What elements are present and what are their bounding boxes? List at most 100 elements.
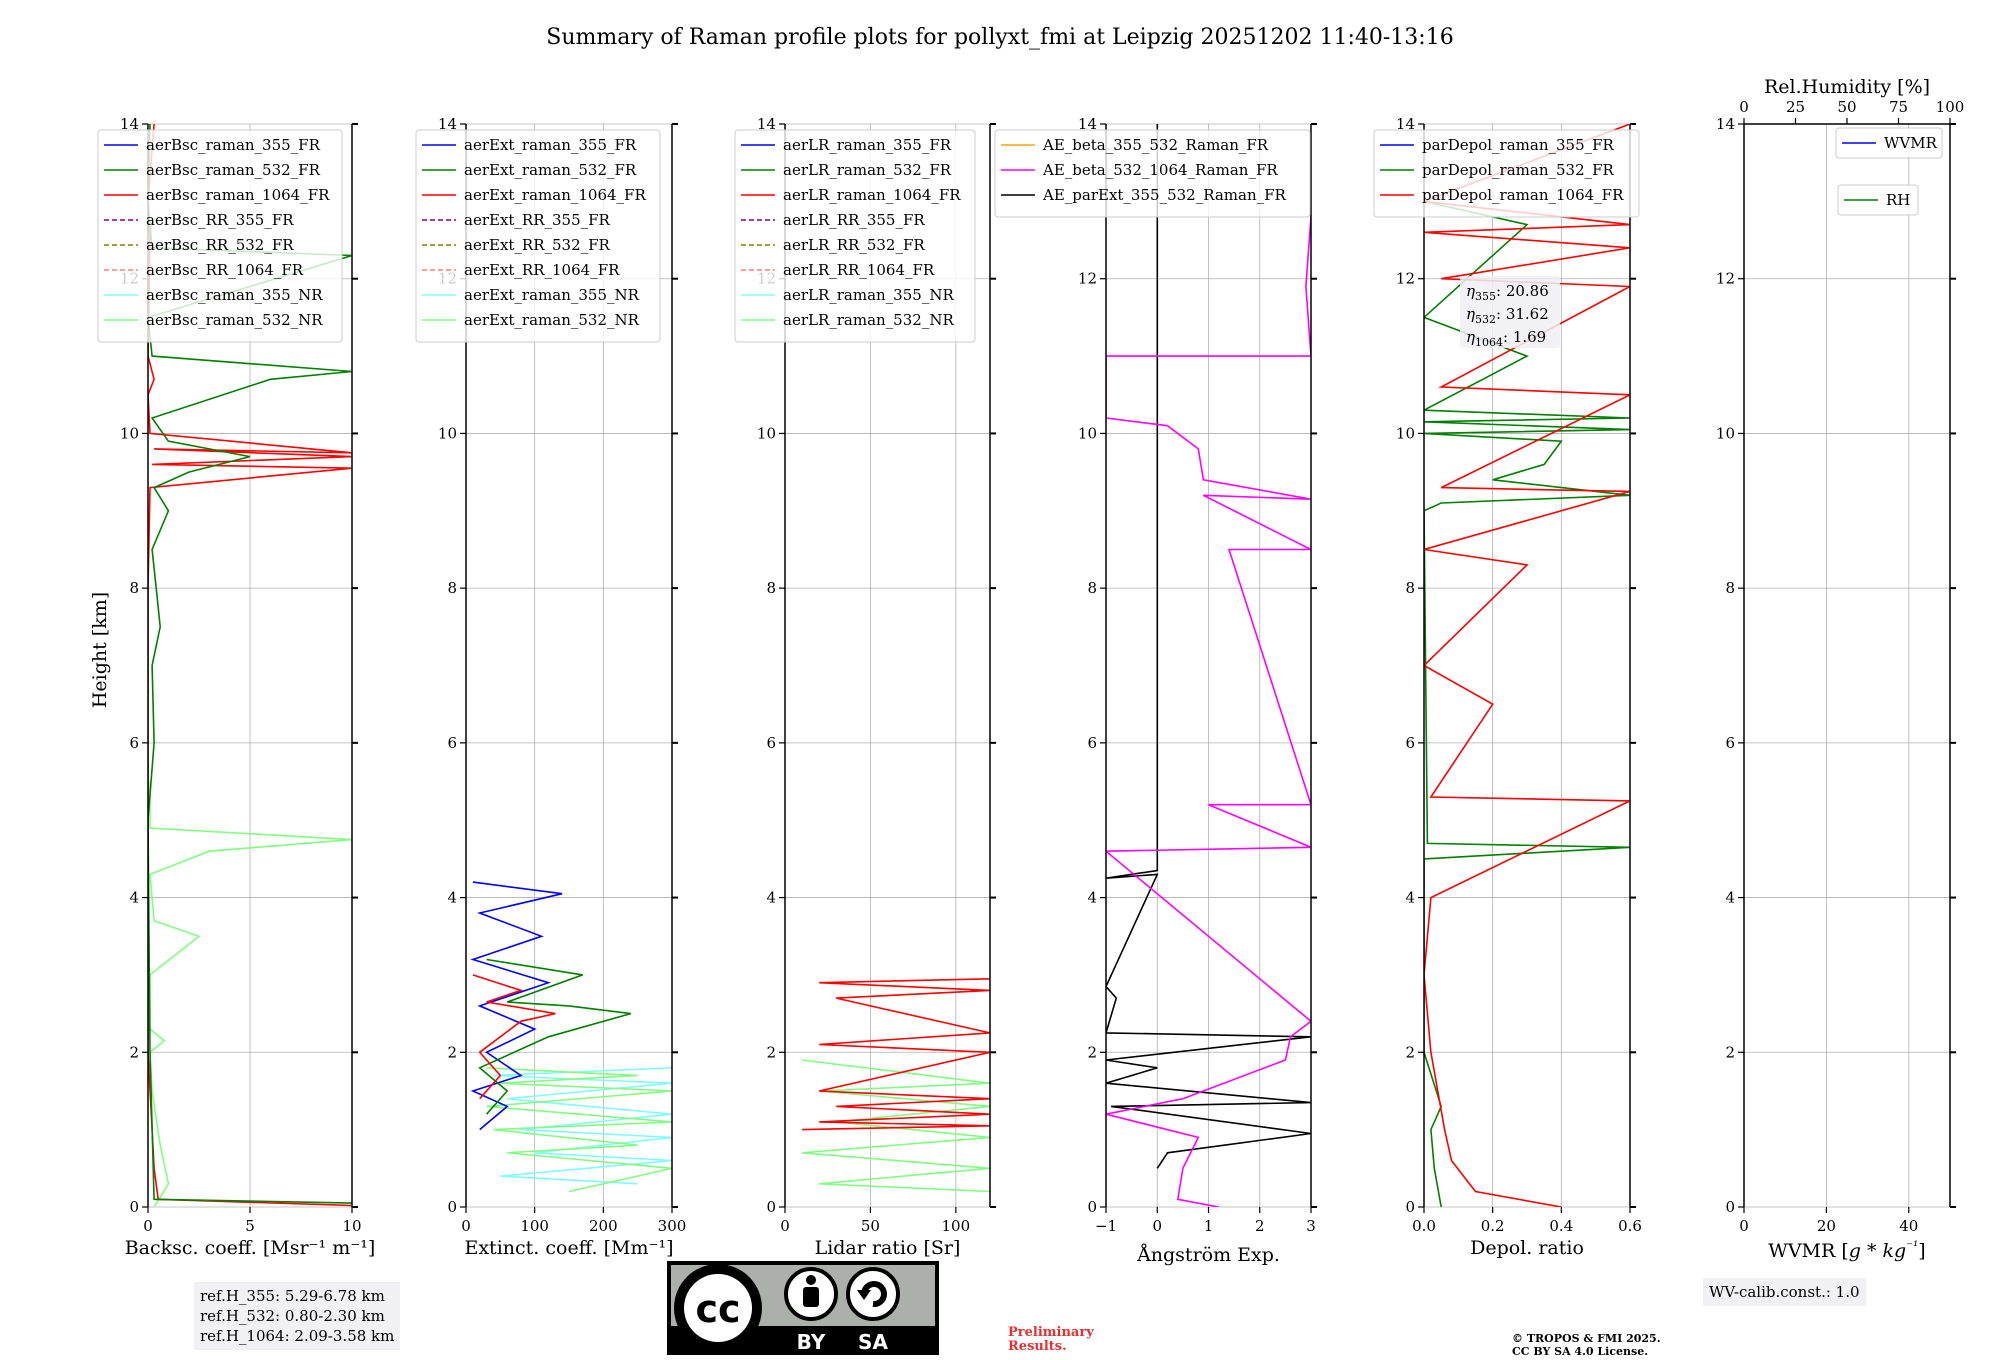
legend-item-label: aerLR_raman_532_NR xyxy=(783,311,954,329)
series-line-aerExt_raman_532_NR xyxy=(486,1067,672,1193)
x-tick-label: 50 xyxy=(861,1217,880,1235)
x-tick-label: 0.6 xyxy=(1618,1217,1642,1235)
y-tick-label: 6 xyxy=(766,734,776,752)
legend-depol: parDepol_raman_355_FR parDepol_raman_532_… xyxy=(1373,129,1640,218)
legend-item-label: aerBsc_raman_1064_FR xyxy=(146,186,330,204)
y-tick-label: 10 xyxy=(1078,424,1097,442)
x-axis-label: Lidar ratio [Sr] xyxy=(815,1237,961,1259)
x-tick-label: 0 xyxy=(143,1217,153,1235)
copyright-line-1: © TROPOS & FMI 2025. xyxy=(1512,1332,1661,1345)
legend-item-label: AE_beta_355_532_Raman_FR xyxy=(1042,136,1269,154)
eta-symbol: η xyxy=(1466,305,1475,323)
y-tick-label: 14 xyxy=(1716,115,1735,133)
series-line-AE_beta_532_1064_Raman_FR xyxy=(1106,131,1311,1207)
legend-item-label: parDepol_raman_532_FR xyxy=(1422,161,1615,179)
sa-recycle-arc-icon xyxy=(861,1281,887,1308)
eta-symbol: η xyxy=(1466,328,1475,346)
y-tick-label: 6 xyxy=(1087,734,1097,752)
eta-value: : 31.62 xyxy=(1496,305,1549,323)
x-axis-label-part: ] xyxy=(1918,1240,1925,1262)
y-tick-label: 6 xyxy=(447,734,457,752)
eta-annotation-box xyxy=(1460,276,1560,348)
x-tick-label: 5 xyxy=(245,1217,255,1235)
legend-box xyxy=(1373,129,1640,218)
legend-RH: RH xyxy=(1837,184,1919,216)
legend-item-label: parDepol_raman_355_FR xyxy=(1422,136,1615,154)
wv-calib-constant: WV-calib.const.: 1.0 xyxy=(1709,1283,1860,1301)
cc-icon xyxy=(684,1274,752,1342)
series-line-parDepol_raman_1064_FR xyxy=(1424,124,1630,1207)
x-tick-label: 200 xyxy=(589,1217,618,1235)
x-axis-label: Depol. ratio xyxy=(1470,1237,1584,1259)
series-line-aerExt_raman_355_NR xyxy=(493,1067,672,1185)
series-line-aerLR_raman_1064_FR xyxy=(802,978,990,1131)
x-tick-label: 10 xyxy=(342,1217,361,1235)
sa-recycle-icon xyxy=(846,1267,900,1321)
cc-sa-label: SA xyxy=(858,1330,888,1354)
x-tick-label: 100 xyxy=(942,1217,971,1235)
y-tick-label: 0 xyxy=(1405,1198,1415,1216)
x-axis-label-part: g * kg xyxy=(1849,1240,1906,1262)
eta-subscript: 532 xyxy=(1475,313,1496,326)
series-line-aerExt_raman_532_FR xyxy=(478,958,632,1115)
ref-height-1064: ref.H_1064: 2.09-3.58 km xyxy=(200,1327,395,1345)
y-tick-label: 8 xyxy=(766,579,776,597)
preliminary-note: Preliminary Results. xyxy=(1008,1326,1094,1354)
legend-item-label: aerExt_RR_1064_FR xyxy=(464,261,620,279)
top-x-tick-label: 75 xyxy=(1889,98,1908,116)
series-line-parDepol_raman_532_FR xyxy=(1424,200,1630,1207)
y-tick-label: 4 xyxy=(447,889,457,907)
y-tick-label: 6 xyxy=(129,734,139,752)
series-line-aerExt_raman_355_FR xyxy=(470,881,563,1131)
y-tick-label: 10 xyxy=(438,424,457,442)
preliminary-line-1: Preliminary xyxy=(1008,1325,1094,1340)
y-tick-label: 8 xyxy=(447,579,457,597)
x-tick-label: −1 xyxy=(1095,1217,1117,1235)
y-tick-label: 0 xyxy=(129,1198,139,1216)
copyright-note: © TROPOS & FMI 2025. CC BY SA 4.0 Licens… xyxy=(1512,1332,1661,1358)
legend-item-label: aerLR_RR_355_FR xyxy=(783,211,925,229)
legend-ae: AE_beta_355_532_Raman_FR AE_beta_532_1064… xyxy=(994,129,1311,218)
series-line-AE_parExt_355_532_Raman_FR xyxy=(1106,124,1311,1169)
legend-item-label: aerBsc_raman_532_NR xyxy=(146,311,323,329)
legend-box xyxy=(994,129,1311,218)
panel-ext: 010020030002468101214Extinct. coeff. [Mm… xyxy=(415,115,686,1259)
x-axis-label: WVMR [g * kg⁻¹] xyxy=(1768,1239,1925,1262)
y-tick-label: 0 xyxy=(447,1198,457,1216)
panel-bsc: 051002468101214Backsc. coeff. [Msr⁻¹ m⁻¹… xyxy=(97,115,376,1259)
y-tick-label: 14 xyxy=(1078,115,1097,133)
x-tick-label: 0.0 xyxy=(1412,1217,1436,1235)
y-tick-label: 10 xyxy=(1396,424,1415,442)
legend-item-label: aerExt_RR_355_FR xyxy=(464,211,611,229)
x-axis-label: Ångström Exp. xyxy=(1136,1244,1280,1266)
top-x-tick-label: 100 xyxy=(1936,98,1965,116)
x-tick-label: 0 xyxy=(780,1217,790,1235)
legend-item-label: aerLR_raman_532_FR xyxy=(783,161,952,179)
ref-height-355: ref.H_355: 5.29-6.78 km xyxy=(200,1287,385,1305)
preliminary-line-2: Results. xyxy=(1008,1339,1067,1354)
y-tick-label: 12 xyxy=(1078,270,1097,288)
legend-item-label: aerBsc_RR_355_FR xyxy=(146,211,294,229)
eta-subscript: 1064 xyxy=(1475,336,1503,349)
legend-item-label: WVMR xyxy=(1884,134,1938,152)
legend-box xyxy=(97,129,343,343)
y-tick-label: 6 xyxy=(1405,734,1415,752)
y-tick-label: 4 xyxy=(766,889,776,907)
eta-symbol: η xyxy=(1466,282,1475,300)
y-tick-label: 10 xyxy=(120,424,139,442)
legend-item-label: aerLR_RR_532_FR xyxy=(783,236,925,254)
legend-bsc: aerBsc_raman_355_FR aerBsc_raman_532_FRae… xyxy=(97,129,343,343)
cc-by-sa-license-logo: cc BY SA xyxy=(667,1261,939,1355)
y-tick-label: 12 xyxy=(1396,270,1415,288)
y-tick-label: 14 xyxy=(1396,115,1415,133)
x-axis-label: Backsc. coeff. [Msr⁻¹ m⁻¹] xyxy=(125,1237,376,1259)
legend-item-label: aerExt_RR_532_FR xyxy=(464,236,611,254)
series-line-aerLR_raman_532_NR xyxy=(802,1059,990,1193)
eta-subscript: 355 xyxy=(1475,290,1496,303)
legend-item-label: aerLR_raman_355_FR xyxy=(783,136,952,154)
x-tick-label: 0.2 xyxy=(1481,1217,1505,1235)
by-person-body-icon xyxy=(803,1287,819,1307)
legend-box xyxy=(734,129,976,343)
